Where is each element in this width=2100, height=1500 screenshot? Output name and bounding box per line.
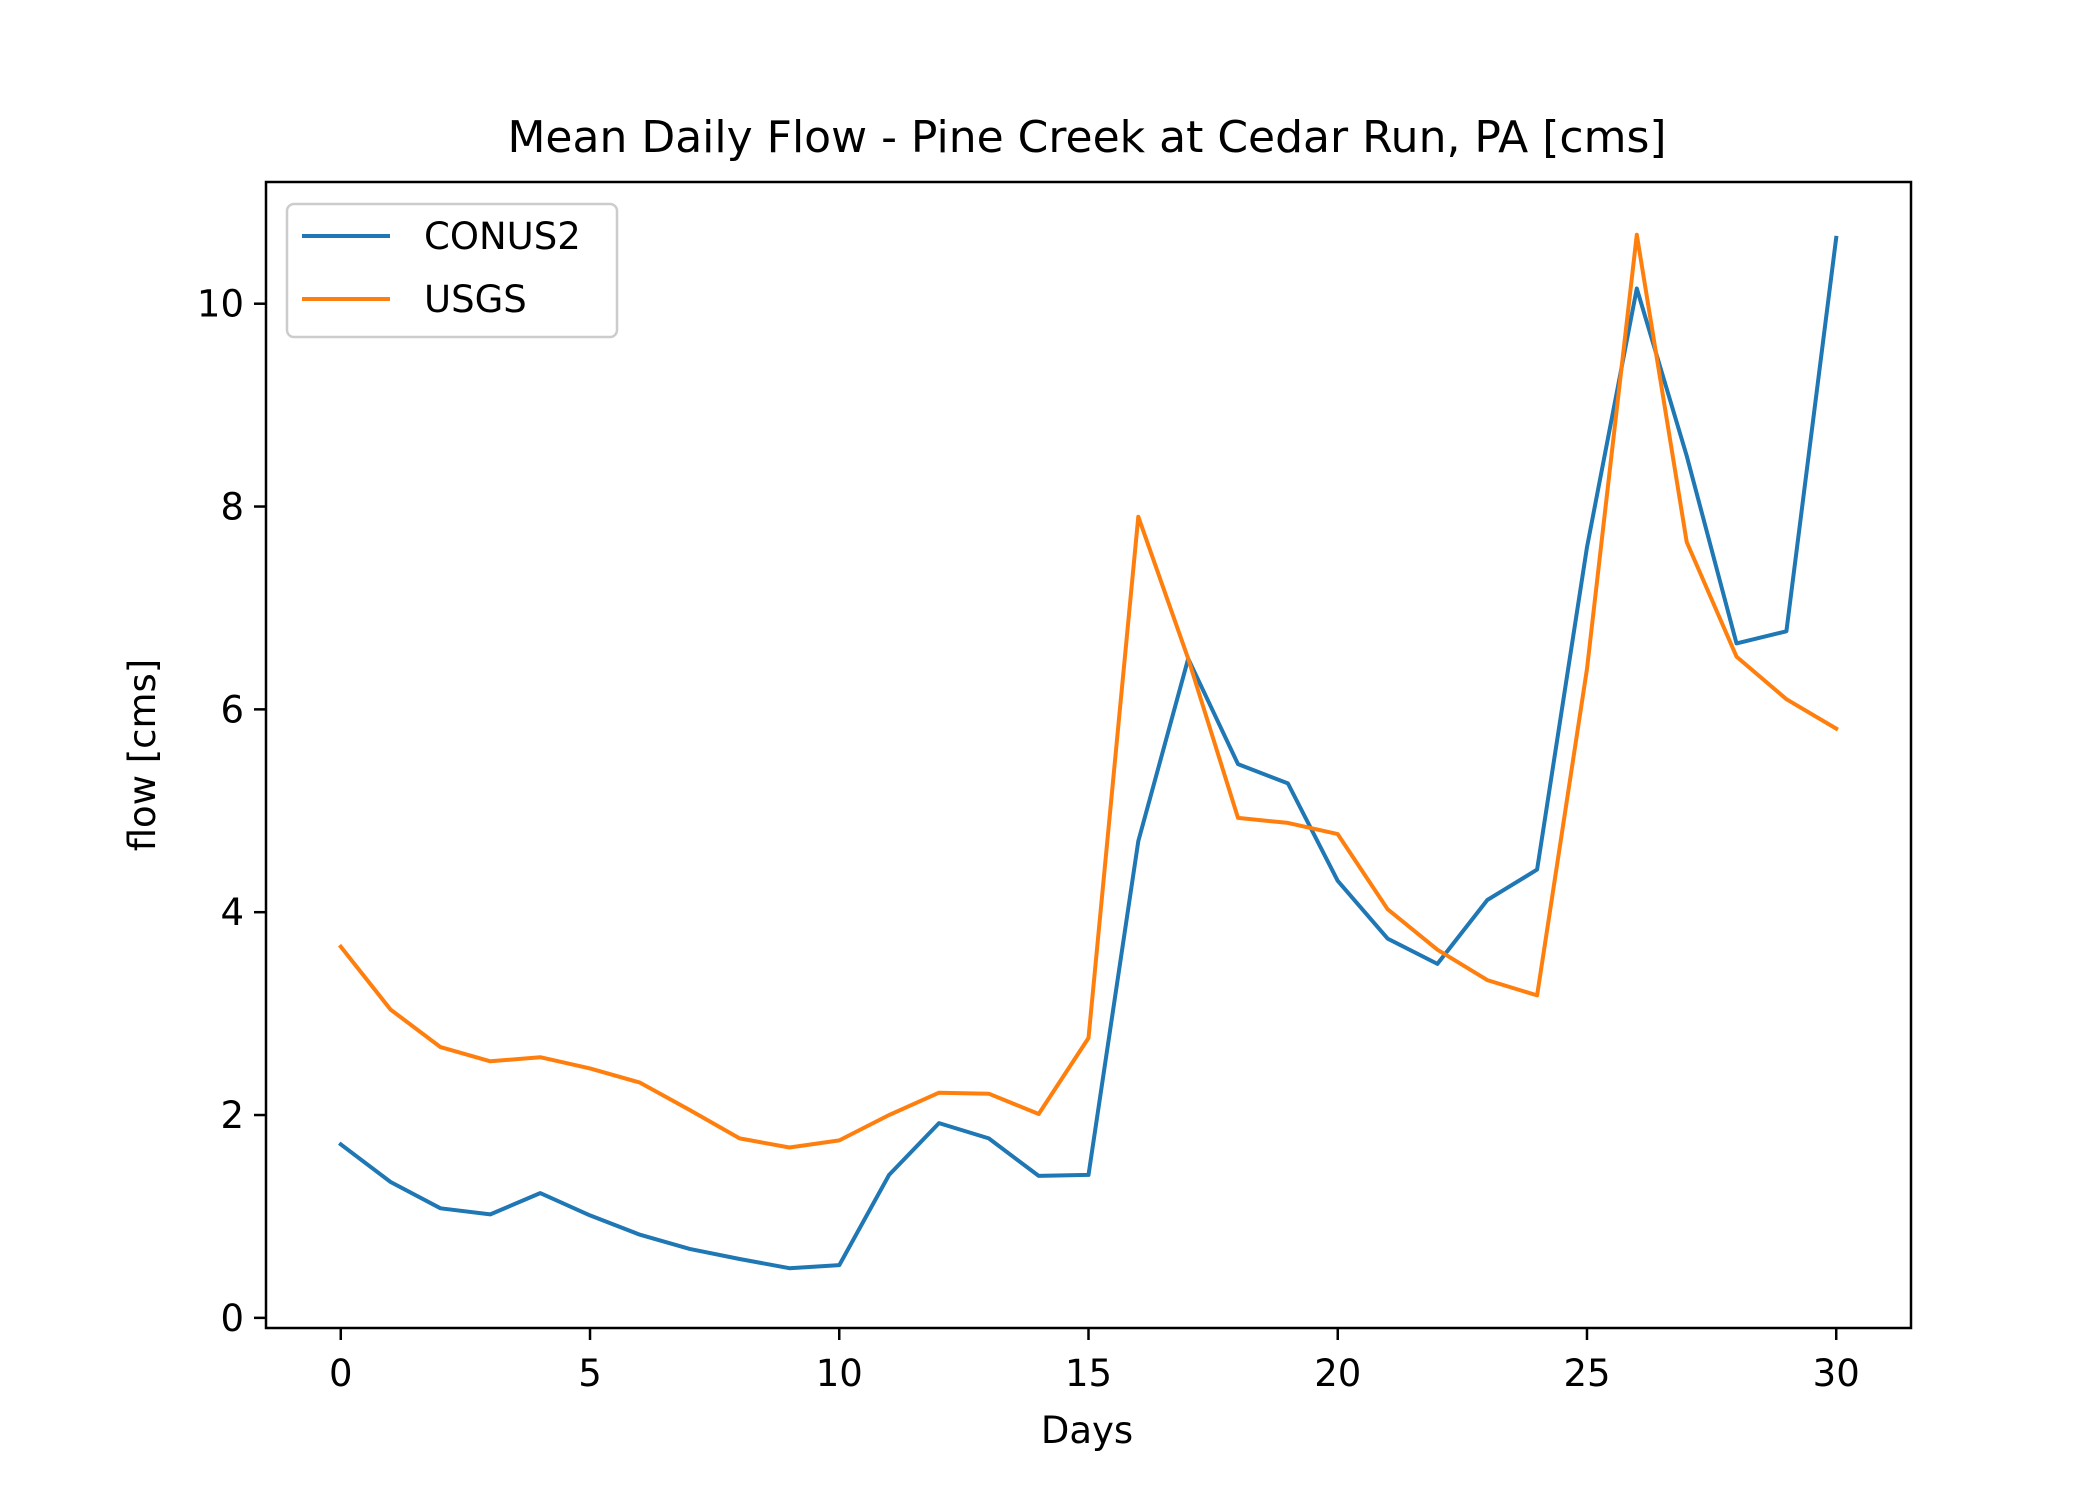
y-axis: 0 2 4 6 8 10 — [197, 283, 266, 1340]
x-tick-label: 25 — [1563, 1352, 1610, 1395]
x-tick-label: 0 — [329, 1352, 353, 1395]
y-tick-label: 10 — [197, 283, 244, 326]
y-tick-label: 6 — [220, 688, 244, 731]
y-tick-label: 0 — [220, 1297, 244, 1340]
chart-title: Mean Daily Flow - Pine Creek at Cedar Ru… — [507, 112, 1666, 163]
x-tick-label: 15 — [1065, 1352, 1112, 1395]
series-line-conus2 — [337, 235, 1839, 1271]
legend: CONUS2 USGS — [285, 202, 619, 339]
plot-area — [264, 180, 1913, 1330]
x-tick-label: 30 — [1813, 1352, 1860, 1395]
y-tick-label: 8 — [220, 486, 244, 529]
series-line-usgs — [337, 232, 1839, 1150]
series-layer — [337, 232, 1839, 1271]
y-tick-label: 2 — [220, 1094, 244, 1137]
x-axis: 0 5 10 15 20 25 30 — [329, 1328, 1860, 1395]
x-tick-label: 5 — [578, 1352, 602, 1395]
x-tick-label: 20 — [1314, 1352, 1361, 1395]
legend-label-usgs: USGS — [424, 278, 527, 321]
y-axis-label: flow [cms] — [121, 659, 164, 852]
x-tick-label: 10 — [816, 1352, 863, 1395]
x-axis-label: Days — [1041, 1409, 1133, 1452]
legend-label-conus2: CONUS2 — [424, 215, 581, 258]
y-tick-label: 4 — [220, 891, 244, 934]
